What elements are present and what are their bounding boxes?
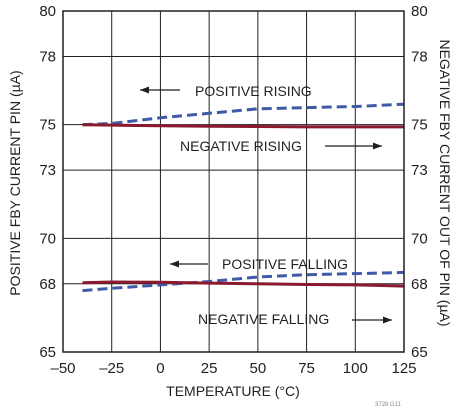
y-tick-label-right: 65 <box>411 344 428 361</box>
annotations: POSITIVE RISING NEGATIVE RISING POSITIVE F… <box>140 83 392 327</box>
plot-frame <box>62 10 405 353</box>
y-tick-label-right: 70 <box>411 230 428 247</box>
y-tick-label-left: 73 <box>39 162 56 179</box>
figure-code: 3728 G11 <box>375 402 402 408</box>
annotation-arrowhead <box>170 260 179 268</box>
y-tick-label-right: 75 <box>411 117 428 134</box>
series-line-positive-falling <box>82 270 405 293</box>
y-axis-label-right: NEGATIVE FBY CURRENT OUT OF PIN (µA) <box>437 39 452 326</box>
y-tick-labels-left: 65 68 70 73 75 78 80 <box>39 3 56 361</box>
x-tick-label: 75 <box>298 360 315 377</box>
annotation-arrowhead <box>373 142 382 150</box>
annotation-positive-rising: POSITIVE RISING <box>195 83 312 99</box>
grid <box>63 11 404 352</box>
y-tick-label-right: 80 <box>411 3 428 20</box>
y-tick-labels-right: 65 68 70 73 75 78 80 <box>411 3 428 361</box>
y-axis-label-left: POSITIVE FBY CURRENT PIN (µA) <box>7 70 23 295</box>
series-line-negative-falling <box>82 280 405 288</box>
series-line-negative-rising <box>82 123 404 129</box>
y-tick-label-left: 78 <box>39 48 56 65</box>
annotation-arrowhead <box>140 86 149 94</box>
x-tick-label: 50 <box>250 360 267 377</box>
annotation-negative-falling: NEGATIVE FALLING <box>198 311 329 327</box>
y-tick-label-left: 68 <box>39 276 56 293</box>
series-line-positive-rising <box>82 102 405 127</box>
x-tick-label: 100 <box>343 360 368 377</box>
y-tick-label-right: 68 <box>411 276 428 293</box>
annotation-negative-rising: NEGATIVE RISING <box>180 138 302 154</box>
x-tick-label: 25 <box>201 360 218 377</box>
x-tick-label: 0 <box>156 360 164 377</box>
x-tick-label: –50 <box>50 360 75 377</box>
annotation-positive-falling: POSITIVE FALLING <box>222 256 348 272</box>
y-tick-label-left: 80 <box>39 3 56 20</box>
x-tick-label: –25 <box>99 360 124 377</box>
y-tick-label-right: 73 <box>411 162 428 179</box>
y-tick-label-right: 78 <box>411 48 428 65</box>
y-tick-label-left: 65 <box>39 344 56 361</box>
series-lines <box>82 102 405 293</box>
annotation-arrowhead <box>383 316 392 324</box>
y-tick-label-left: 75 <box>39 117 56 134</box>
y-tick-label-left: 70 <box>39 230 56 247</box>
x-tick-label: 125 <box>391 360 416 377</box>
x-tick-labels: –50 –25 0 25 50 75 100 125 <box>50 360 416 377</box>
plot-border <box>62 10 405 353</box>
x-axis-label: TEMPERATURE (°C) <box>166 383 300 399</box>
